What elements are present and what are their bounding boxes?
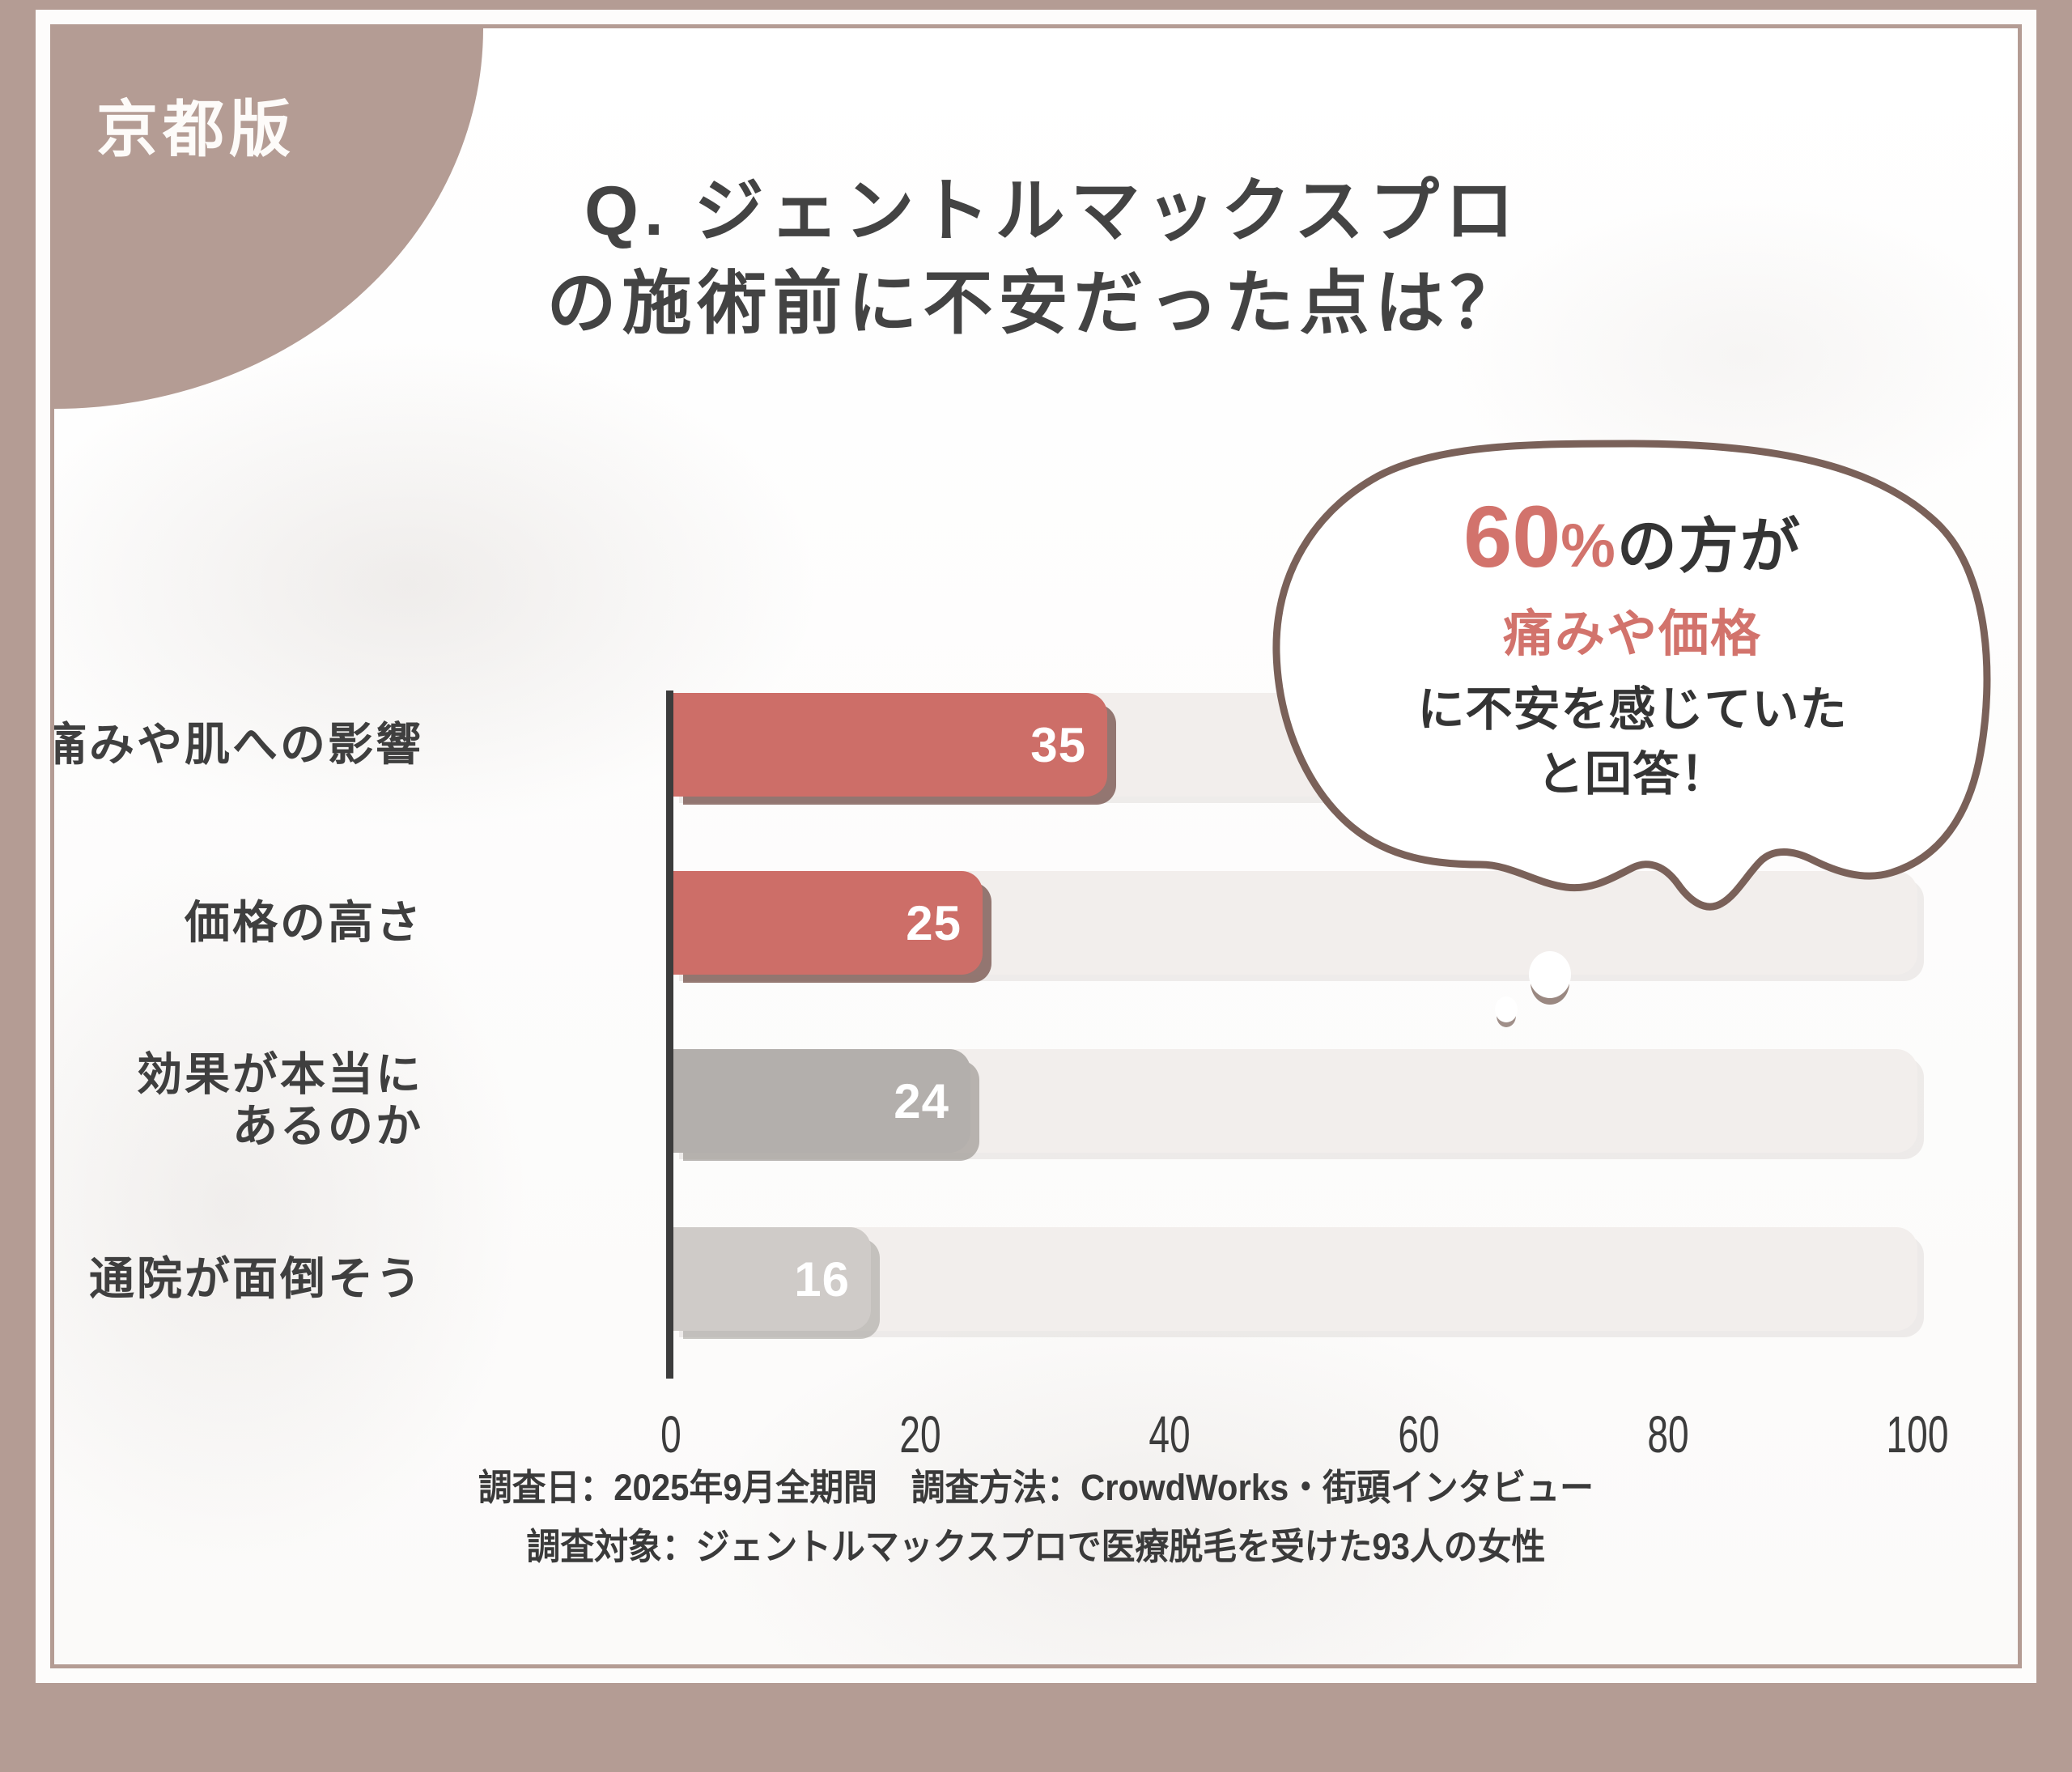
- bar-track: [671, 1227, 1917, 1331]
- title-line-2: の施術前に不安だった点は？: [546, 264, 1526, 342]
- callout-body-line-1: に不安を感じていた: [1417, 682, 1848, 736]
- bar-value: 16: [794, 1251, 850, 1307]
- bar-category-label-line1: 通院が面倒そう: [89, 1252, 423, 1304]
- x-tick-60: 60: [1398, 1405, 1440, 1464]
- callout-headline: 60%の方が: [1317, 482, 1948, 591]
- bar-効果が本当にあるのか: 24: [671, 1049, 970, 1153]
- bar-category-label-line2: あるのか: [232, 1101, 423, 1152]
- y-axis-line: [666, 691, 673, 1379]
- survey-footnote-line-1: 調査日：2025年9月全期間 調査方法：CrowdWorks・街頭インタビュー: [478, 1467, 1594, 1509]
- thought-dot-large: [1529, 951, 1571, 998]
- bar-価格の高さ: 25: [671, 871, 983, 975]
- callout-body-line-2: と回答！: [1536, 747, 1728, 801]
- bar-category-label: 価格の高さ: [54, 897, 423, 949]
- callout-bubble: 60%の方が 痛みや価格 に不安を感じていた と回答！: [1268, 437, 1997, 955]
- bar-category-label-line1: 痛みや肌への影響: [54, 718, 423, 770]
- bar-通院が面倒そう: 16: [671, 1227, 871, 1331]
- callout-bubble-shape: [1272, 440, 1991, 911]
- thought-dot-small: [1495, 996, 1518, 1022]
- bar-category-label-line1: 効果が本当に: [137, 1048, 423, 1100]
- bar-value: 24: [894, 1073, 949, 1128]
- bar-category-label: 効果が本当に あるのか: [54, 1049, 423, 1154]
- corner-badge-label: 京都版: [96, 96, 295, 164]
- title-line-1: Q. ジェントルマックスプロ: [584, 172, 1521, 250]
- callout-accent-line: 痛みや価格: [1502, 606, 1762, 662]
- bar-value: 35: [1030, 717, 1086, 772]
- frame-inner-line: [50, 24, 2022, 1668]
- callout-percent-value: 60: [1463, 487, 1561, 585]
- callout-bubble-text: 60%の方が 痛みや価格 に不安を感じていた と回答！: [1317, 482, 1948, 804]
- bar-category-label-line1: 価格の高さ: [185, 896, 423, 948]
- chart-row: 通院が面倒そう 16: [54, 1202, 1917, 1356]
- corner-badge: 京都版: [54, 28, 483, 409]
- x-tick-80: 80: [1647, 1405, 1689, 1464]
- bar-痛みや肌への影響: 35: [671, 693, 1107, 797]
- x-axis-ticks: 0 20 40 60 80 100: [54, 1404, 2018, 1477]
- bar-category-label: 通院が面倒そう: [54, 1253, 423, 1305]
- bar-category-label: 痛みや肌への影響: [54, 719, 423, 771]
- survey-footnote: 調査日：2025年9月全期間 調査方法：CrowdWorks・街頭インタビュー …: [54, 1459, 2018, 1577]
- x-tick-0: 0: [660, 1405, 681, 1464]
- content-canvas: 京都版 Q. ジェントルマックスプロ の施術前に不安だった点は？ 痛みや肌への影…: [54, 28, 2018, 1664]
- callout-percent-sign: %: [1560, 512, 1617, 580]
- survey-footnote-line-2: 調査対象：ジェントルマックスプロで医療脱毛を受けた93人の女性: [526, 1526, 1546, 1568]
- callout-headline-tail: の方が: [1616, 512, 1802, 580]
- x-tick-20: 20: [899, 1405, 941, 1464]
- chart-row: 効果が本当に あるのか 24: [54, 1024, 1917, 1178]
- bar-value: 25: [906, 895, 962, 950]
- x-tick-40: 40: [1149, 1405, 1191, 1464]
- page-title: Q. ジェントルマックスプロ の施術前に不安だった点は？: [54, 166, 2018, 350]
- x-tick-100: 100: [1886, 1405, 1949, 1464]
